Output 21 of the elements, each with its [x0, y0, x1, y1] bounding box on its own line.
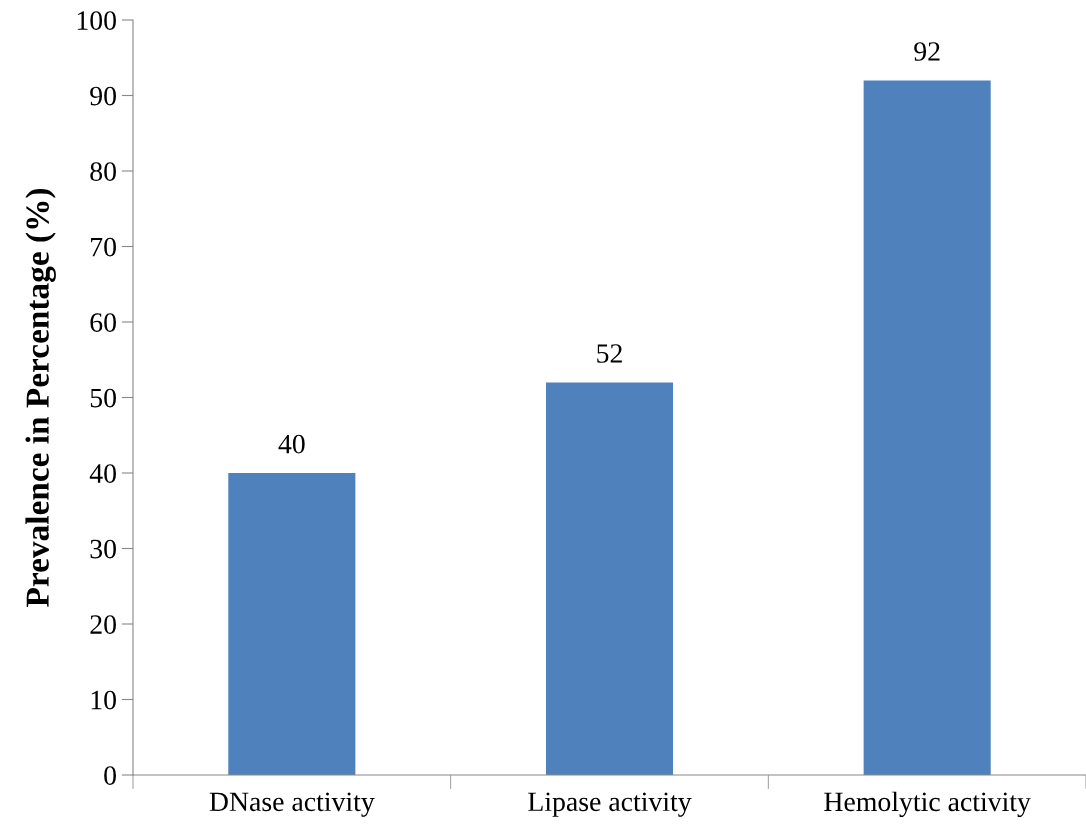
bar — [228, 473, 356, 775]
data-label: 40 — [278, 434, 305, 454]
y-tick-label: 10 — [91, 690, 116, 710]
y-tick-label: 60 — [90, 313, 116, 332]
y-axis-title: Prevalence in Percentage (%) — [25, 189, 56, 607]
y-tick-label: 20 — [90, 615, 116, 634]
y-tick-label: 70 — [91, 237, 116, 257]
y-tick-label: 30 — [90, 539, 116, 559]
x-tick-label: Hemolytic activity — [824, 791, 1031, 817]
y-tick-label: 40 — [89, 464, 116, 483]
y-tick-label: 50 — [90, 388, 116, 408]
data-label: 92 — [914, 42, 940, 61]
y-tick-label: 80 — [90, 162, 116, 181]
y-tick-label: 90 — [90, 86, 116, 106]
bar — [863, 80, 991, 775]
data-label: 52 — [597, 344, 622, 363]
y-tick-label: 0 — [104, 766, 116, 785]
bar — [545, 382, 674, 775]
x-tick-label: Lipase activity — [528, 792, 692, 817]
y-tick-label: 100 — [77, 11, 116, 30]
x-tick-label: DNase activity — [209, 792, 375, 817]
